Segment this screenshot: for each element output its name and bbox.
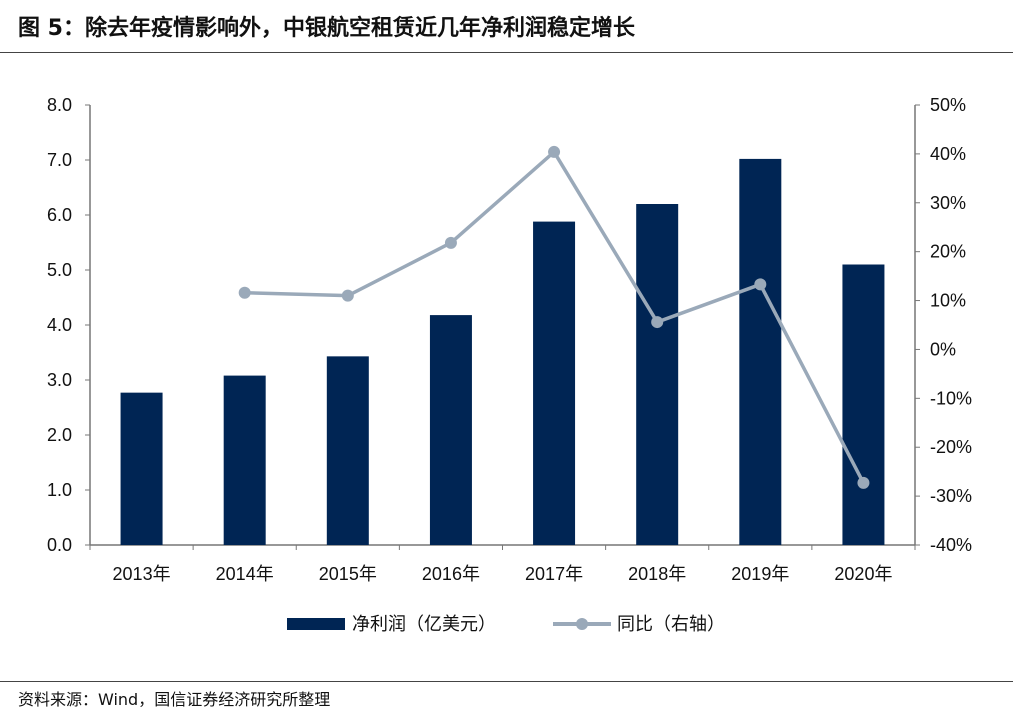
- y-right-tick-label: 10%: [930, 291, 966, 311]
- tick-labels: 0.0 1.0 2.0 3.0 4.0 5.0 6.0 7.0 8.0 -40% -30% -20% -…: [47, 95, 972, 584]
- page-title: 图 5：除去年疫情影响外，中银航空租赁近几年净利润稳定增长: [18, 16, 635, 41]
- top-divider: [0, 52, 1013, 53]
- bar: [533, 221, 576, 545]
- bar: [326, 356, 369, 545]
- bar: [636, 204, 679, 545]
- line-point: [754, 278, 767, 291]
- bar: [120, 392, 163, 545]
- line-point: [857, 476, 870, 489]
- source-note: 资料来源：Wind，国信证券经济研究所整理: [18, 690, 331, 709]
- y-left-tick-label: 3.0: [47, 370, 72, 390]
- y-left-tick-label: 4.0: [47, 315, 72, 335]
- y-left-tick-label: 5.0: [47, 260, 72, 280]
- line-series: [238, 145, 870, 489]
- x-tick-label: 2013年: [113, 564, 171, 584]
- line-point: [548, 145, 561, 158]
- y-left-tick-label: 2.0: [47, 425, 72, 445]
- axes: [85, 104, 920, 550]
- line-point: [444, 236, 457, 249]
- y-left-tick-label: 8.0: [47, 95, 72, 115]
- y-right-tick-label: -20%: [930, 437, 972, 457]
- x-tick-label: 2017年: [525, 564, 583, 584]
- bottom-divider: [0, 681, 1013, 682]
- y-right-tick-label: 50%: [930, 95, 966, 115]
- y-left-tick-label: 1.0: [47, 480, 72, 500]
- legend: 净利润（亿美元） 同比（右轴）: [287, 614, 725, 635]
- y-right-tick-label: 20%: [930, 242, 966, 262]
- y-left-tick-label: 6.0: [47, 205, 72, 225]
- legend-line-label: 同比（右轴）: [617, 614, 725, 635]
- line-point: [651, 316, 664, 329]
- y-left-tick-label: 0.0: [47, 535, 72, 555]
- x-tick-label: 2014年: [216, 564, 274, 584]
- y-left-tick-label: 7.0: [47, 150, 72, 170]
- line-point: [238, 286, 251, 299]
- bar: [842, 264, 885, 545]
- bar: [739, 158, 782, 545]
- y-right-tick-label: 40%: [930, 144, 966, 164]
- y-right-tick-label: 30%: [930, 193, 966, 213]
- x-tick-label: 2015年: [319, 564, 377, 584]
- y-right-tick-label: -40%: [930, 535, 972, 555]
- legend-bar-swatch: [287, 618, 345, 630]
- y-right-tick-label: -10%: [930, 388, 972, 408]
- y-right-tick-label: 0%: [930, 339, 956, 359]
- x-tick-label: 2020年: [834, 564, 892, 584]
- x-tick-label: 2016年: [422, 564, 480, 584]
- line-point: [341, 289, 354, 302]
- bar-series: [120, 158, 885, 545]
- bar: [223, 375, 266, 545]
- bar: [429, 315, 472, 545]
- x-tick-label: 2018年: [628, 564, 686, 584]
- x-tick-label: 2019年: [731, 564, 789, 584]
- legend-bar-label: 净利润（亿美元）: [352, 614, 496, 635]
- legend-line-marker: [576, 618, 588, 630]
- y-right-tick-label: -30%: [930, 486, 972, 506]
